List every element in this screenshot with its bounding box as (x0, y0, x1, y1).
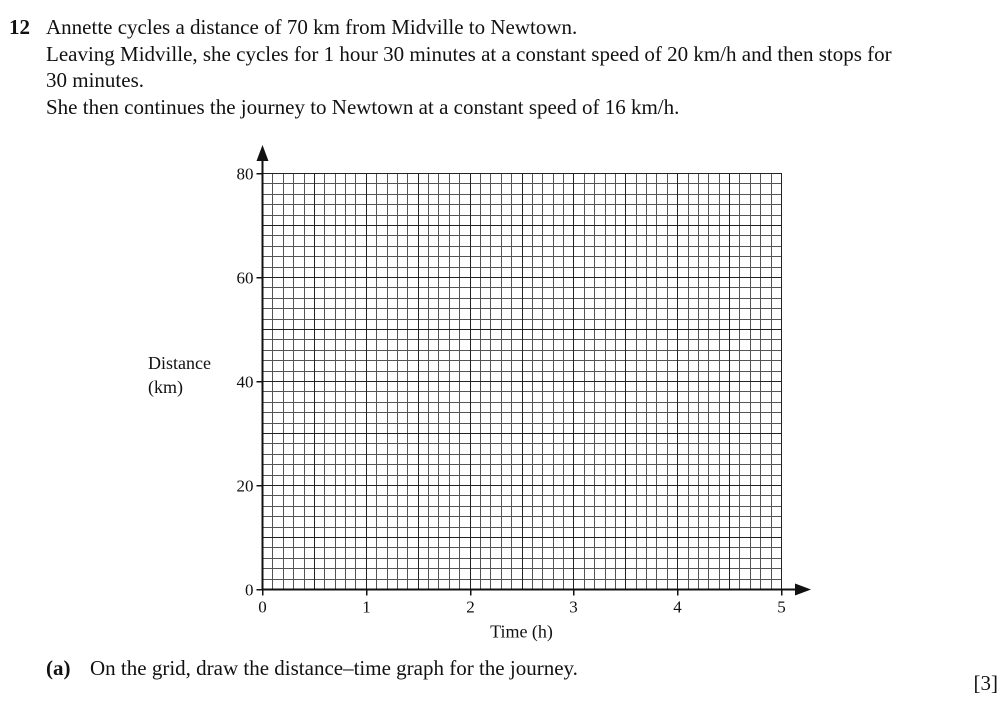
axes (256, 145, 811, 596)
question-text-line-2: Leaving Midville, she cycles for 1 hour … (46, 42, 892, 66)
y-axis-title-line-2: (km) (148, 377, 183, 398)
x-tick-label: 5 (777, 598, 786, 617)
y-axis-title-line-1: Distance (148, 353, 211, 373)
x-tick-label: 1 (362, 598, 371, 617)
question-text-line-1: Annette cycles a distance of 70 km from … (46, 15, 578, 39)
part-a: (a) On the grid, draw the distance–time g… (46, 655, 578, 681)
part-a-label: (a) (46, 656, 71, 680)
grid-minor-lines (262, 173, 781, 589)
question-text-line-3: 30 minutes. (46, 68, 144, 92)
x-tick-label: 0 (258, 598, 267, 617)
y-tick-label: 60 (237, 269, 254, 288)
grid-major-lines (261, 172, 783, 591)
y-axis-arrow-icon (256, 145, 269, 161)
y-tick-label: 0 (245, 581, 254, 600)
y-tick-label: 80 (237, 165, 254, 184)
x-axis-title: Time (h) (490, 622, 553, 643)
question-text-line-4: She then continues the journey to Newtow… (46, 95, 680, 119)
x-tick-label: 3 (569, 598, 578, 617)
part-a-text: On the grid, draw the distance–time grap… (90, 656, 578, 680)
marks-badge: [3] (973, 671, 999, 695)
x-tick-label: 2 (466, 598, 475, 617)
y-axis-title: Distance (km) (148, 353, 215, 398)
axis-tick-labels: 0 20 40 60 80 0 1 2 3 4 5 (237, 165, 786, 617)
y-tick-label: 20 (237, 477, 254, 496)
y-tick-label: 40 (237, 373, 254, 392)
x-axis-arrow-icon (795, 583, 811, 596)
axis-ticks (256, 172, 783, 596)
x-tick-label: 4 (673, 598, 682, 617)
question-number: 12 (9, 15, 30, 39)
